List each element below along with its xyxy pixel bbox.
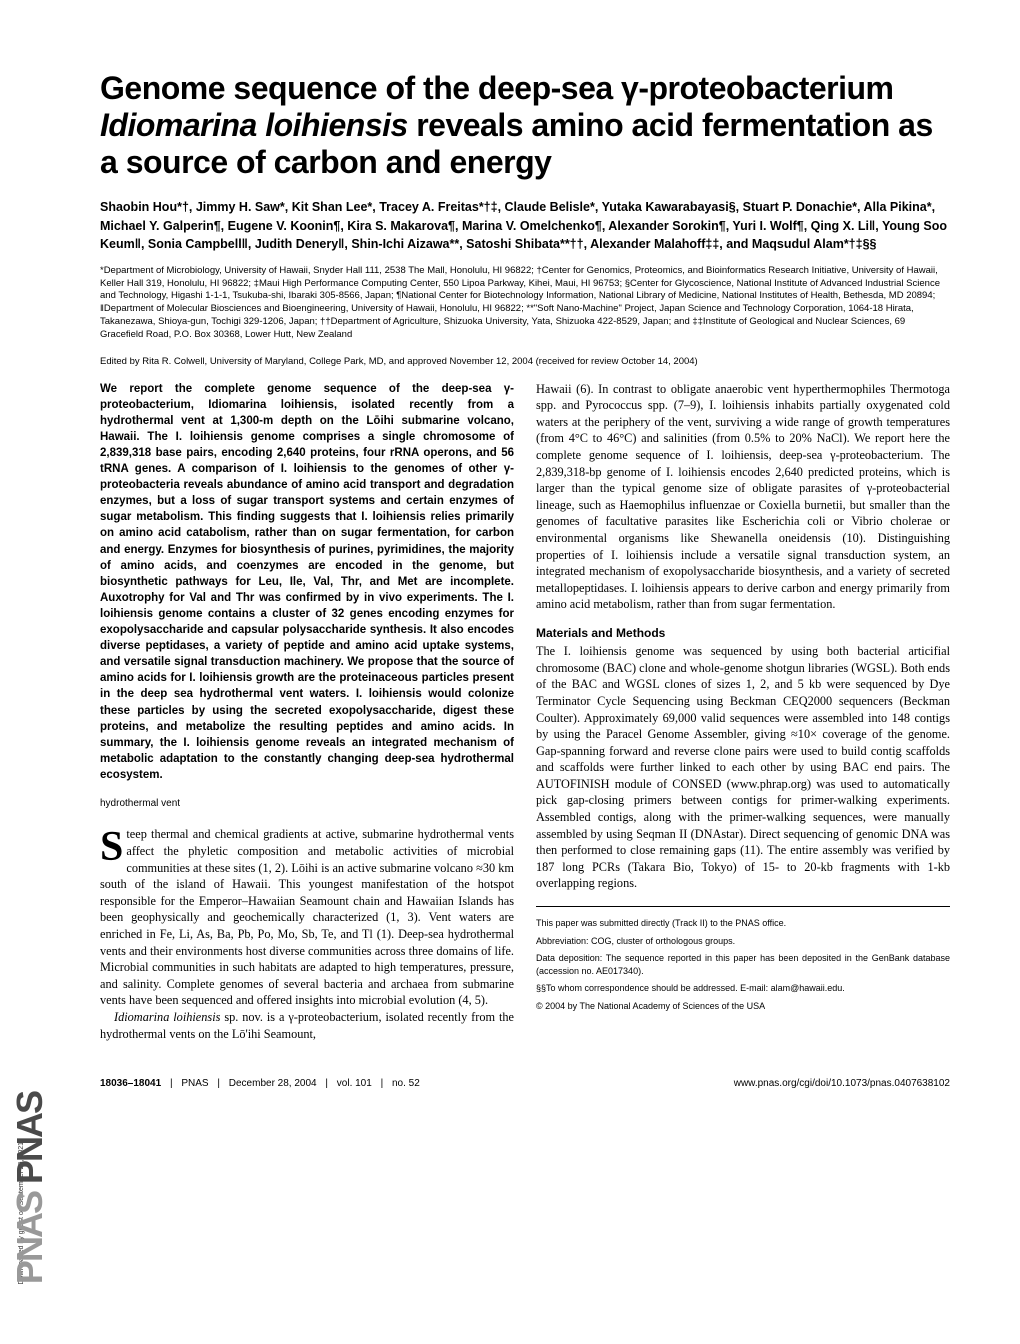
footnote-correspondence: §§To whom correspondence should be addre… (536, 982, 950, 995)
methods-paragraph: The I. loihiensis genome was sequenced b… (536, 643, 950, 892)
footnote-copyright: © 2004 by The National Academy of Scienc… (536, 1000, 950, 1013)
abstract: We report the complete genome sequence o… (100, 381, 514, 783)
article-page: Genome sequence of the deep-sea γ-proteo… (0, 0, 1020, 1119)
pnas-logo: PNAS PNAS (9, 1092, 51, 1284)
intro-paragraph-1: Steep thermal and chemical gradients at … (100, 826, 514, 1009)
keywords: hydrothermal vent (100, 797, 514, 811)
footnote-deposition: Data deposition: The sequence reported i… (536, 952, 950, 977)
footer-url: www.pnas.org/cgi/doi/10.1073/pnas.040763… (734, 1078, 950, 1089)
intro-paragraph-2: Idiomarina loihiensis sp. nov. is a γ-pr… (100, 1009, 514, 1042)
editor-note: Edited by Rita R. Colwell, University of… (100, 356, 950, 367)
article-title: Genome sequence of the deep-sea γ-proteo… (100, 70, 950, 180)
right-column: Hawaii (6). In contrast to obligate anae… (536, 381, 950, 1043)
affiliations: *Department of Microbiology, University … (100, 265, 950, 342)
page-footer: 18036–18041 | PNAS | December 28, 2004 |… (100, 1070, 950, 1089)
footer-left: 18036–18041 | PNAS | December 28, 2004 |… (100, 1078, 420, 1089)
footnote-track: This paper was submitted directly (Track… (536, 917, 950, 930)
footnote-abbrev: Abbreviation: COG, cluster of orthologou… (536, 935, 950, 948)
footnotes: This paper was submitted directly (Track… (536, 906, 950, 1013)
intro-continued: Hawaii (6). In contrast to obligate anae… (536, 381, 950, 613)
methods-heading: Materials and Methods (536, 625, 950, 641)
left-column: We report the complete genome sequence o… (100, 381, 514, 1043)
dropcap: S (100, 826, 126, 866)
author-list: Shaobin Hou*†, Jimmy H. Saw*, Kit Shan L… (100, 198, 950, 252)
two-column-body: We report the complete genome sequence o… (100, 381, 950, 1043)
